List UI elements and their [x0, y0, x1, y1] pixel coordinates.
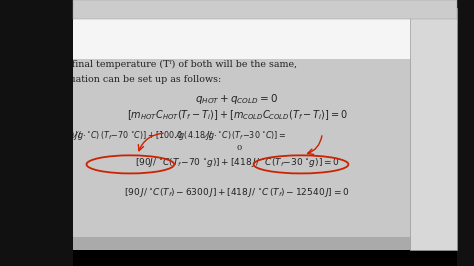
- Text: $[90\,J/\,^\circ\!C(T_f)-6300\,J]+[418\,J/\,^\circ\!C\,(T_f)-12540\,J] = 0$: $[90\,J/\,^\circ\!C(T_f)-6300\,J]+[418\,…: [124, 186, 350, 199]
- Text: •: •: [26, 60, 33, 70]
- Text: an equation can be set up as follows:: an equation can be set up as follows:: [43, 75, 221, 84]
- Text: $q_{HOT} + q_{COLD} = 0$: $q_{HOT} + q_{COLD} = 0$: [195, 92, 279, 106]
- Text: $[m_{HOT}C_{HOT}(T_f - T_i)] + [m_{COLD}C_{COLD}(T_f - T_i)] = 0$: $[m_{HOT}C_{HOT}(T_f - T_i)] + [m_{COLD}…: [127, 108, 347, 122]
- Text: If the final temperature (Tᶠ) of both will be the same,: If the final temperature (Tᶠ) of both wi…: [43, 60, 297, 69]
- Text: $[90J/\,^\circ\!C(T_f\!-\!70\,^\circ\!g)]+[418\,J/\,^\circ\!C(T_f\!-\!30\,^\circ: $[90J/\,^\circ\!C(T_f\!-\!70\,^\circ\!g)…: [135, 156, 339, 169]
- Text: $[100.0\!\not\!g(0.900\,J/\!\not\!g\!\cdot\!^\circ\!C)\,(T_f\!-\!70\,^\circ\!C)]: $[100.0\!\not\!g(0.900\,J/\!\not\!g\!\cd…: [19, 129, 286, 142]
- Text: 0: 0: [237, 144, 242, 152]
- Text: Work for Equilibrium Example 1: Work for Equilibrium Example 1: [117, 18, 357, 32]
